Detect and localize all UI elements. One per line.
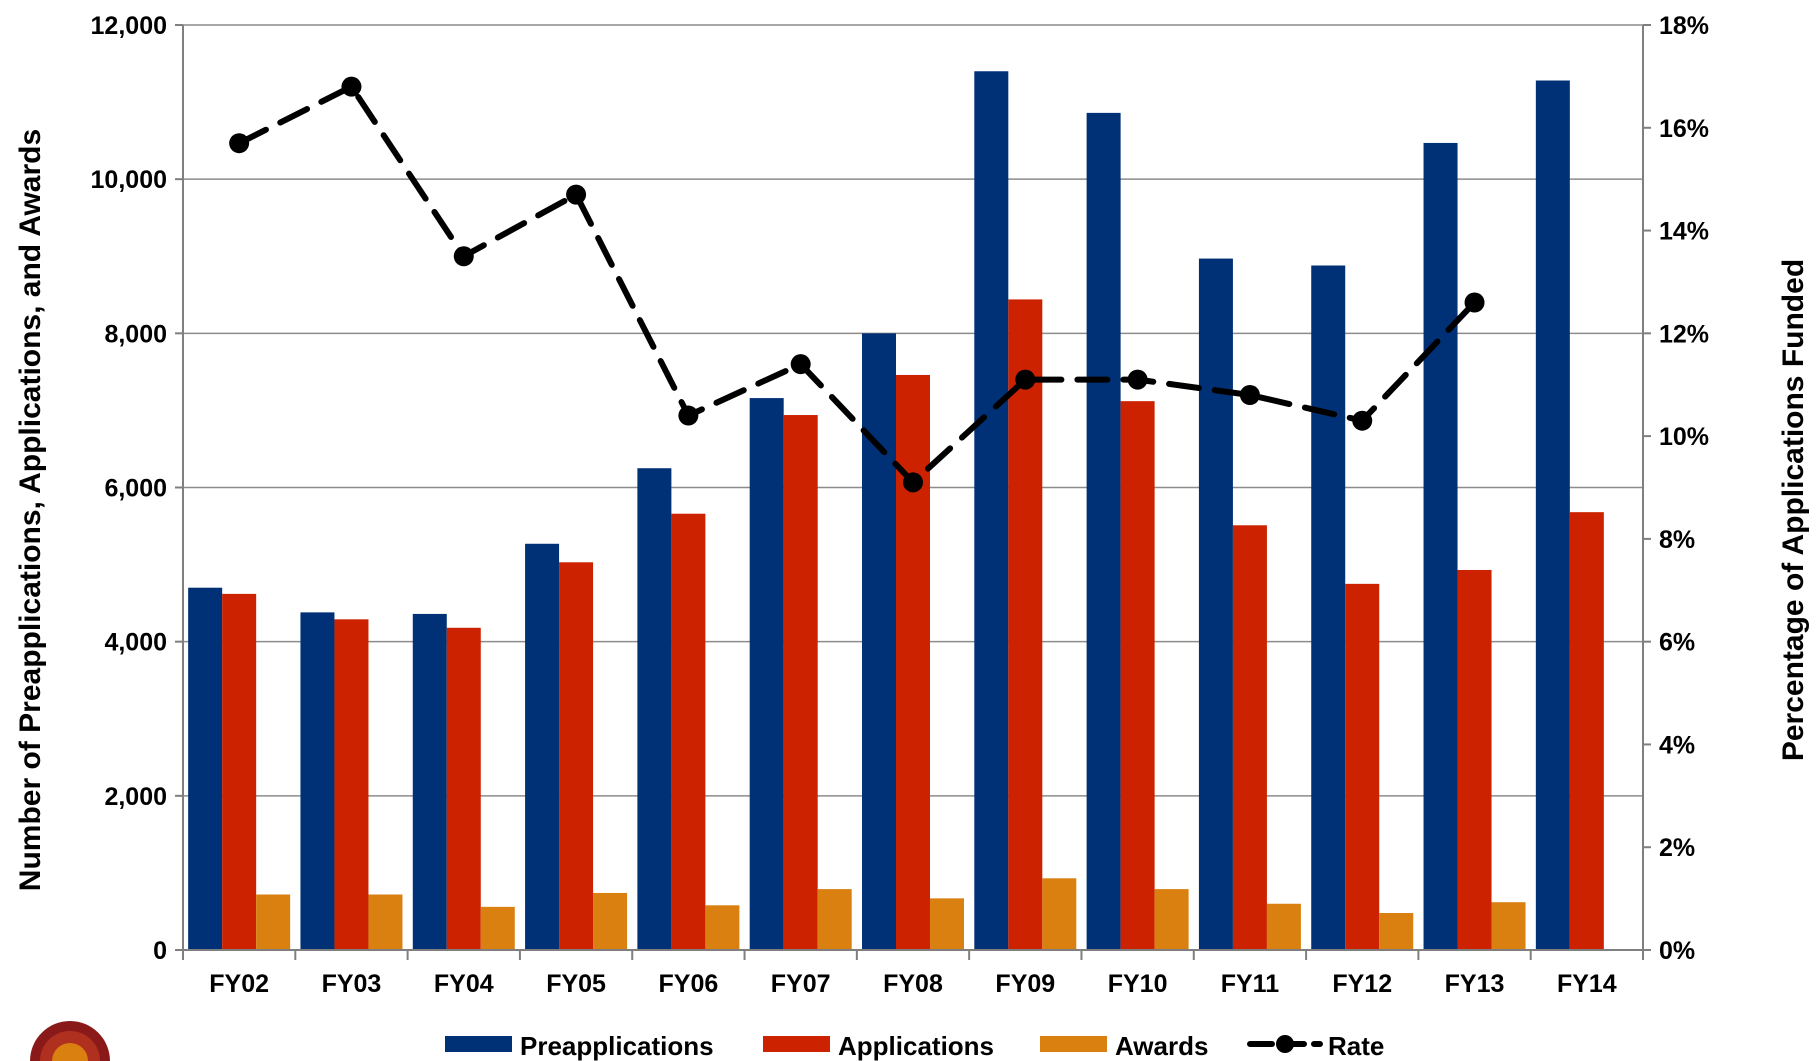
legend-label-preapplications: Preapplications [520, 1031, 714, 1061]
bar-applications-fy05 [559, 562, 594, 950]
legend-label-awards: Awards [1115, 1031, 1208, 1061]
y2-tick-label: 2% [1659, 834, 1695, 862]
bar-applications-fy14 [1569, 512, 1604, 950]
y-tick-label: 8,000 [104, 320, 167, 348]
y-tick-label: 4,000 [104, 629, 167, 657]
bar-awards-fy04 [480, 906, 515, 950]
y-tick-label: 6,000 [104, 475, 167, 503]
rate-point-fy07 [790, 354, 811, 375]
x-tick-label: FY08 [883, 970, 943, 998]
x-tick-label: FY12 [1332, 970, 1392, 998]
bar-preapplications-fy02 [188, 587, 223, 950]
x-tick-label: FY06 [659, 970, 719, 998]
bar-awards-fy10 [1154, 889, 1189, 950]
x-tick-label: FY09 [995, 970, 1055, 998]
y-tick-label: 12,000 [91, 12, 167, 40]
bar-preapplications-fy06 [637, 468, 672, 950]
y2-tick-label: 4% [1659, 731, 1695, 759]
rate-point-fy10 [1127, 369, 1148, 390]
bar-preapplications-fy04 [412, 613, 447, 950]
legend-label-applications: Applications [838, 1031, 994, 1061]
rate-point-fy09 [1015, 369, 1036, 390]
y2-tick-label: 16% [1659, 115, 1709, 143]
rate-point-fy05 [566, 184, 587, 205]
bar-awards-fy05 [593, 892, 628, 950]
tick-labels: 0 2,000 4,000 6,000 8,000 10,000 12,000 0% 2% 4% 6… [91, 12, 1710, 998]
y2-axis-title: Percentage of Applications Funded [1777, 259, 1810, 761]
bar-preapplications-fy08 [862, 333, 896, 950]
axes [175, 24, 1651, 960]
bars [188, 71, 1604, 951]
rate-point-fy13 [1464, 292, 1485, 313]
x-tick-label: FY10 [1108, 970, 1168, 998]
bar-preapplications-fy05 [525, 543, 560, 950]
legend-label-rate: Rate [1328, 1031, 1384, 1061]
legend-swatch-applications [763, 1036, 830, 1052]
bar-applications-fy07 [783, 415, 818, 951]
bar-preapplications-fy10 [1086, 112, 1121, 950]
x-tick-label: FY11 [1221, 970, 1279, 998]
rate-point-fy06 [678, 405, 699, 426]
bar-awards-fy06 [705, 905, 740, 950]
legend: Preapplications Applications Awards Rate [445, 1031, 1384, 1061]
rate-point-fy04 [453, 246, 474, 267]
bar-awards-fy09 [1042, 878, 1077, 950]
x-tick-label: FY02 [209, 970, 269, 998]
bar-preapplications-fy14 [1535, 80, 1570, 950]
bar-applications-fy11 [1232, 525, 1267, 950]
y-tick-label: 0 [153, 937, 167, 965]
bar-preapplications-fy11 [1198, 258, 1233, 950]
bar-applications-fy12 [1345, 583, 1380, 950]
legend-swatch-awards [1040, 1036, 1107, 1052]
bar-applications-fy06 [671, 513, 706, 950]
legend-swatch-preapplications [445, 1036, 512, 1052]
rate-point-fy08 [903, 472, 923, 493]
bar-awards-fy08 [930, 898, 964, 950]
bar-awards-fy07 [817, 889, 852, 950]
y2-tick-label: 6% [1659, 629, 1695, 657]
bar-awards-fy11 [1266, 903, 1301, 950]
bar-awards-fy12 [1379, 913, 1414, 950]
rate-point-fy12 [1352, 410, 1373, 431]
logo [30, 1021, 110, 1061]
x-tick-label: FY04 [434, 970, 494, 998]
y-tick-label: 2,000 [104, 783, 167, 811]
y-axis-title: Number of Preapplications, Applications,… [14, 129, 47, 891]
rate-point-fy03 [341, 76, 362, 97]
bar-preapplications-fy12 [1311, 265, 1346, 950]
rate-point-fy02 [229, 133, 250, 154]
bar-preapplications-fy13 [1423, 142, 1458, 950]
rate-line [229, 76, 1485, 493]
bar-awards-fy03 [368, 894, 403, 950]
x-tick-label: FY14 [1557, 970, 1617, 998]
bar-preapplications-fy09 [974, 71, 1009, 950]
bar-preapplications-fy03 [300, 612, 335, 950]
x-tick-label: FY05 [546, 970, 606, 998]
bar-applications-fy08 [896, 374, 930, 950]
bar-applications-fy09 [1008, 299, 1043, 951]
y2-tick-label: 0% [1659, 937, 1695, 965]
rate-line-path [236, 82, 1478, 487]
x-tick-label: FY13 [1445, 970, 1505, 998]
y-tick-label: 10,000 [91, 166, 167, 194]
bar-applications-fy13 [1457, 569, 1492, 950]
y2-tick-label: 8% [1659, 526, 1695, 554]
y2-tick-label: 18% [1659, 12, 1709, 40]
bar-applications-fy03 [334, 619, 369, 950]
y2-tick-label: 10% [1659, 423, 1709, 451]
y2-tick-label: 14% [1659, 218, 1709, 246]
bar-preapplications-fy07 [749, 398, 784, 950]
bar-applications-fy10 [1120, 401, 1155, 951]
bar-applications-fy04 [446, 627, 481, 950]
bar-applications-fy02 [222, 593, 257, 950]
x-tick-label: FY03 [322, 970, 382, 998]
bar-awards-fy02 [256, 894, 291, 950]
y2-tick-label: 12% [1659, 320, 1709, 348]
rate-point-fy11 [1239, 385, 1260, 405]
bar-awards-fy13 [1491, 902, 1526, 950]
x-tick-label: FY07 [771, 970, 831, 998]
legend-marker-rate [1276, 1035, 1294, 1053]
